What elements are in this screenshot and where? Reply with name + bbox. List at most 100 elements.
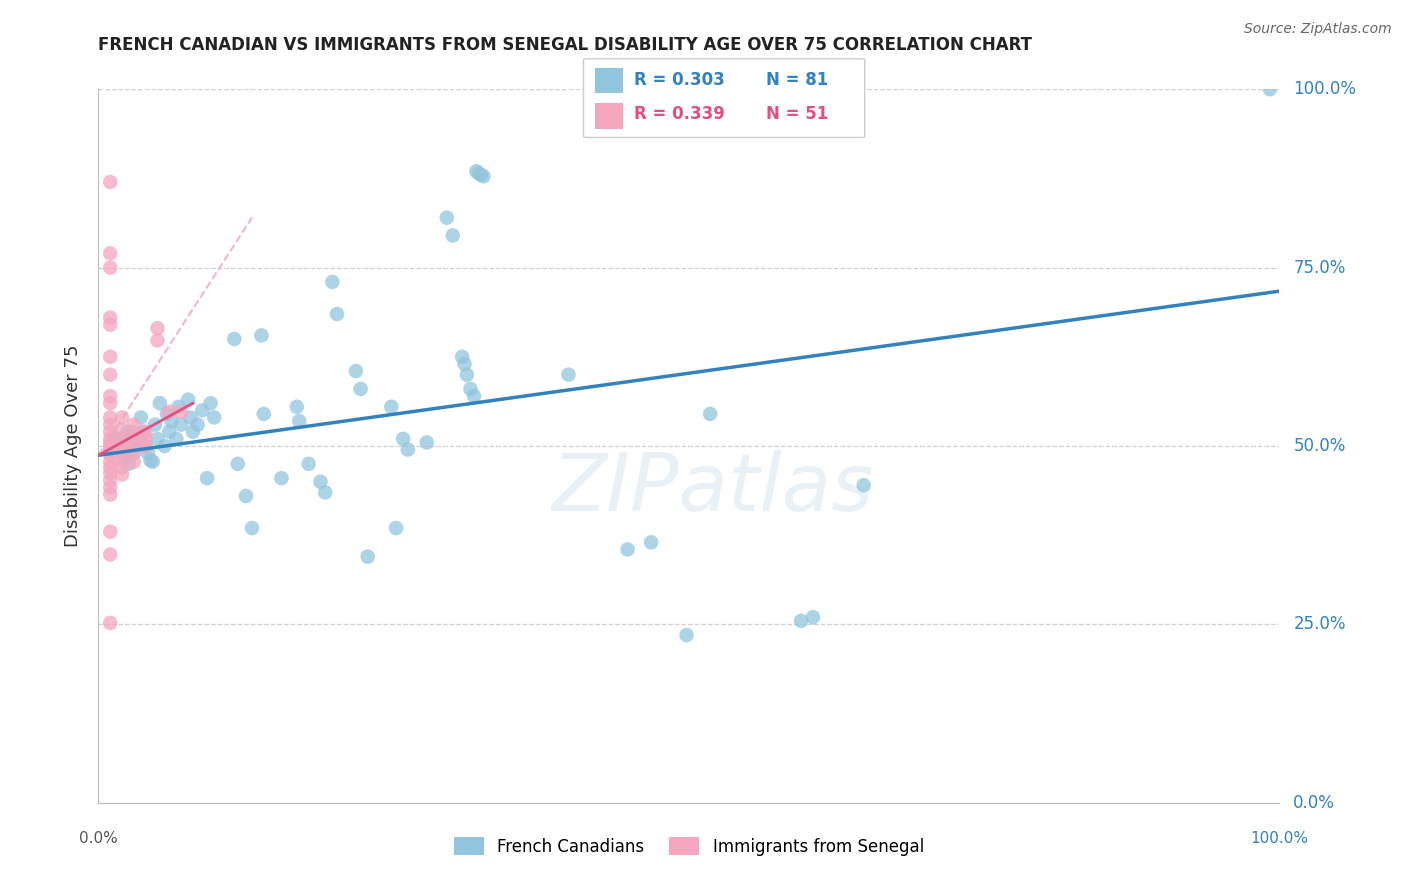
Point — [460, 382, 482, 396]
Point — [191, 403, 214, 417]
Point — [136, 446, 159, 460]
Point — [640, 535, 662, 549]
Point — [416, 435, 439, 450]
Point — [135, 432, 157, 446]
Bar — [595, 68, 623, 94]
Point — [170, 405, 193, 419]
Point — [202, 410, 225, 425]
Point — [557, 368, 579, 382]
Point — [357, 549, 380, 564]
Point — [98, 442, 121, 457]
Point — [98, 473, 121, 487]
Text: N = 51: N = 51 — [766, 105, 828, 123]
Point — [349, 382, 371, 396]
Point — [111, 453, 134, 467]
Point — [135, 439, 157, 453]
Point — [111, 460, 134, 475]
Point — [125, 432, 148, 446]
Point — [250, 328, 273, 343]
Point — [385, 521, 408, 535]
Point — [135, 425, 157, 439]
Point — [852, 478, 875, 492]
Point — [139, 453, 162, 467]
Point — [143, 417, 166, 432]
FancyBboxPatch shape — [583, 59, 865, 137]
Point — [270, 471, 292, 485]
Point — [326, 307, 349, 321]
Point — [149, 396, 172, 410]
Point — [98, 350, 121, 364]
Point — [181, 425, 204, 439]
Point — [98, 410, 121, 425]
Point — [108, 442, 131, 457]
Point — [224, 332, 246, 346]
Point — [118, 457, 141, 471]
Point — [226, 457, 249, 471]
Point — [790, 614, 813, 628]
Point — [801, 610, 824, 624]
Point — [122, 439, 145, 453]
Point — [111, 410, 134, 425]
Point — [177, 392, 200, 407]
Point — [463, 389, 485, 403]
Point — [195, 471, 218, 485]
Point — [98, 432, 121, 446]
Point — [675, 628, 697, 642]
Point — [98, 260, 121, 275]
Point — [98, 548, 121, 562]
Text: 0.0%: 0.0% — [79, 830, 118, 846]
Point — [121, 428, 143, 442]
Point — [146, 334, 169, 348]
Point — [146, 321, 169, 335]
Point — [98, 487, 121, 501]
Point — [98, 460, 121, 475]
Text: 100.0%: 100.0% — [1294, 80, 1357, 98]
Point — [240, 521, 263, 535]
Legend: French Canadians, Immigrants from Senegal: French Canadians, Immigrants from Senega… — [447, 830, 931, 863]
Point — [111, 439, 134, 453]
Text: ZIPatlas: ZIPatlas — [551, 450, 873, 528]
Text: 75.0%: 75.0% — [1294, 259, 1346, 277]
Point — [344, 364, 367, 378]
Point — [396, 442, 419, 457]
Point — [321, 275, 343, 289]
Point — [98, 425, 121, 439]
Point — [436, 211, 458, 225]
Point — [153, 439, 176, 453]
Point — [98, 448, 121, 462]
Point — [98, 175, 121, 189]
Point — [98, 439, 121, 453]
Point — [200, 396, 222, 410]
Point — [98, 389, 121, 403]
Point — [117, 425, 139, 439]
Point — [122, 446, 145, 460]
Point — [142, 455, 165, 469]
Point — [298, 457, 321, 471]
Text: N = 81: N = 81 — [766, 70, 828, 88]
Point — [111, 423, 134, 437]
Bar — [595, 103, 623, 128]
Point — [146, 432, 169, 446]
Point — [314, 485, 336, 500]
Point — [98, 310, 121, 325]
Point — [135, 439, 157, 453]
Point — [1258, 82, 1281, 96]
Text: Source: ZipAtlas.com: Source: ZipAtlas.com — [1244, 22, 1392, 37]
Point — [111, 432, 134, 446]
Point — [112, 450, 135, 464]
Point — [180, 410, 202, 425]
Point — [465, 164, 488, 178]
Point — [392, 432, 415, 446]
Text: 25.0%: 25.0% — [1294, 615, 1346, 633]
Text: 100.0%: 100.0% — [1250, 830, 1309, 846]
Point — [288, 414, 311, 428]
Point — [98, 480, 121, 494]
Point — [122, 439, 145, 453]
Point — [160, 414, 183, 428]
Point — [165, 432, 187, 446]
Point — [157, 425, 180, 439]
Point — [98, 615, 121, 630]
Text: R = 0.339: R = 0.339 — [634, 105, 725, 123]
Point — [122, 425, 145, 439]
Point — [98, 396, 121, 410]
